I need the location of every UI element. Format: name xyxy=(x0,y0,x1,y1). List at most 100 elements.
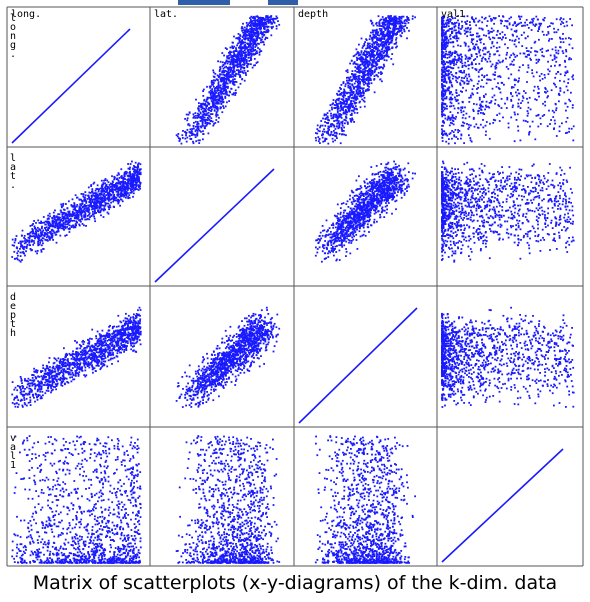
point xyxy=(542,18,544,21)
point xyxy=(469,137,472,139)
point xyxy=(385,17,388,20)
point xyxy=(489,60,492,63)
point xyxy=(226,62,229,65)
point xyxy=(362,53,365,56)
point xyxy=(462,86,464,89)
point xyxy=(221,78,224,81)
point xyxy=(373,75,376,77)
point xyxy=(442,22,445,25)
point xyxy=(500,107,503,109)
point xyxy=(448,138,450,140)
point xyxy=(537,125,540,128)
point xyxy=(451,51,454,54)
point xyxy=(338,113,340,115)
point xyxy=(489,79,492,81)
point xyxy=(445,31,447,33)
point xyxy=(196,123,198,126)
point xyxy=(238,37,241,39)
point xyxy=(254,64,256,67)
point xyxy=(444,107,447,110)
point xyxy=(213,109,216,112)
point xyxy=(465,89,467,92)
point xyxy=(255,52,257,54)
point xyxy=(462,121,464,124)
point xyxy=(83,215,85,218)
point xyxy=(212,92,215,94)
point xyxy=(249,37,252,40)
point xyxy=(524,21,526,24)
point xyxy=(445,35,448,38)
point xyxy=(100,203,103,206)
point xyxy=(341,124,344,127)
point xyxy=(517,102,520,105)
point xyxy=(255,39,258,42)
point xyxy=(361,75,363,78)
point xyxy=(225,85,227,88)
point xyxy=(242,34,245,37)
point xyxy=(542,102,544,105)
point xyxy=(337,127,340,130)
point xyxy=(553,111,556,114)
point xyxy=(229,50,231,53)
point xyxy=(510,16,512,19)
point xyxy=(559,46,561,48)
point xyxy=(336,119,339,122)
point xyxy=(194,130,197,133)
point xyxy=(362,71,364,74)
point xyxy=(351,117,354,120)
point xyxy=(395,38,397,41)
point xyxy=(342,82,345,85)
point xyxy=(125,188,128,190)
point xyxy=(562,41,565,44)
point xyxy=(213,95,216,98)
point xyxy=(376,32,379,35)
point xyxy=(379,19,381,22)
point xyxy=(241,53,243,56)
point xyxy=(371,64,373,67)
point xyxy=(470,17,473,19)
point xyxy=(189,128,192,131)
point xyxy=(90,214,93,217)
point xyxy=(327,130,329,133)
point xyxy=(206,122,209,124)
point xyxy=(194,134,197,136)
point xyxy=(441,74,444,77)
point xyxy=(28,237,31,240)
point xyxy=(193,115,195,118)
point xyxy=(479,103,482,106)
point xyxy=(125,182,127,185)
point xyxy=(245,74,247,76)
point xyxy=(456,77,459,80)
point xyxy=(26,243,29,246)
point xyxy=(209,89,212,92)
point xyxy=(520,21,522,24)
point xyxy=(130,191,133,194)
point xyxy=(541,54,544,57)
point xyxy=(61,225,63,227)
point xyxy=(463,77,465,79)
point xyxy=(261,33,264,36)
point xyxy=(351,70,354,72)
point xyxy=(206,104,208,107)
point xyxy=(462,124,465,127)
point xyxy=(539,123,542,125)
point xyxy=(553,27,555,30)
point xyxy=(460,28,462,30)
point xyxy=(259,16,262,19)
point xyxy=(54,209,56,212)
point xyxy=(237,56,240,58)
point xyxy=(47,231,49,234)
point xyxy=(240,51,243,54)
point xyxy=(104,191,107,193)
point xyxy=(366,62,368,65)
point xyxy=(229,62,232,65)
point xyxy=(212,75,215,78)
point xyxy=(277,20,279,22)
point xyxy=(555,60,558,63)
point xyxy=(335,98,338,101)
point xyxy=(222,92,225,95)
point xyxy=(354,93,356,96)
point xyxy=(554,46,557,49)
point xyxy=(75,221,78,223)
point xyxy=(252,32,255,35)
